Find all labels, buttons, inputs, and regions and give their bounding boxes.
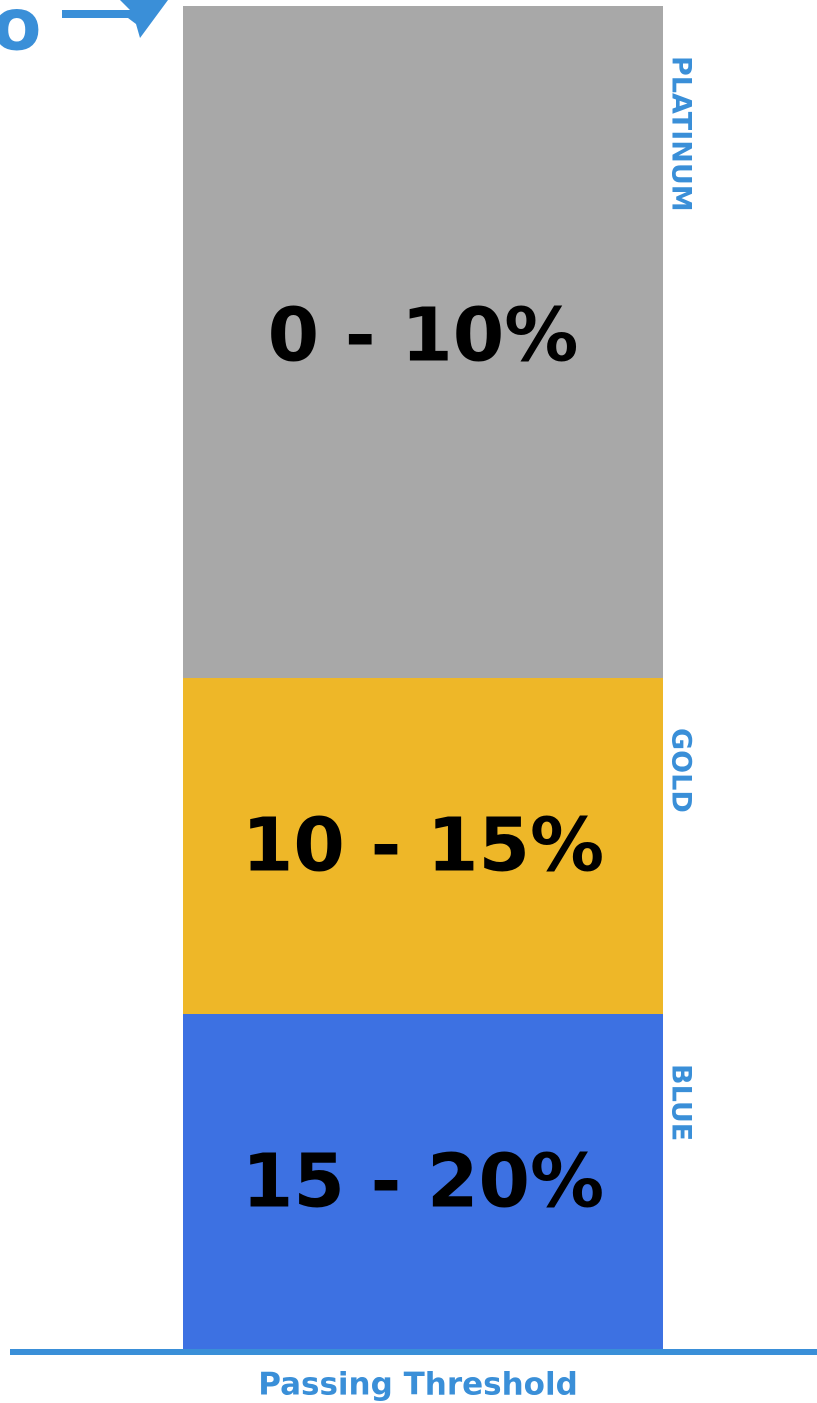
baseline	[10, 1349, 817, 1355]
tier-range: 15 - 20%	[242, 1139, 604, 1225]
tier-block	[183, 678, 663, 1014]
arrow	[62, 0, 168, 38]
footer-label: Passing Threshold	[258, 1367, 578, 1403]
tier-name: GOLD	[666, 728, 697, 813]
tiers: 0 - 10% PLATINUM 10 - 15% GOLD 15 - 20% BLUE	[183, 6, 697, 1350]
tier-block	[183, 1014, 663, 1350]
tier-range: 0 - 10%	[268, 293, 579, 379]
tier-name: BLUE	[666, 1064, 697, 1141]
tier-range: 10 - 15%	[242, 803, 604, 889]
tier-block	[183, 6, 663, 678]
cut-text: o	[0, 0, 41, 67]
tier-name: PLATINUM	[666, 56, 697, 212]
